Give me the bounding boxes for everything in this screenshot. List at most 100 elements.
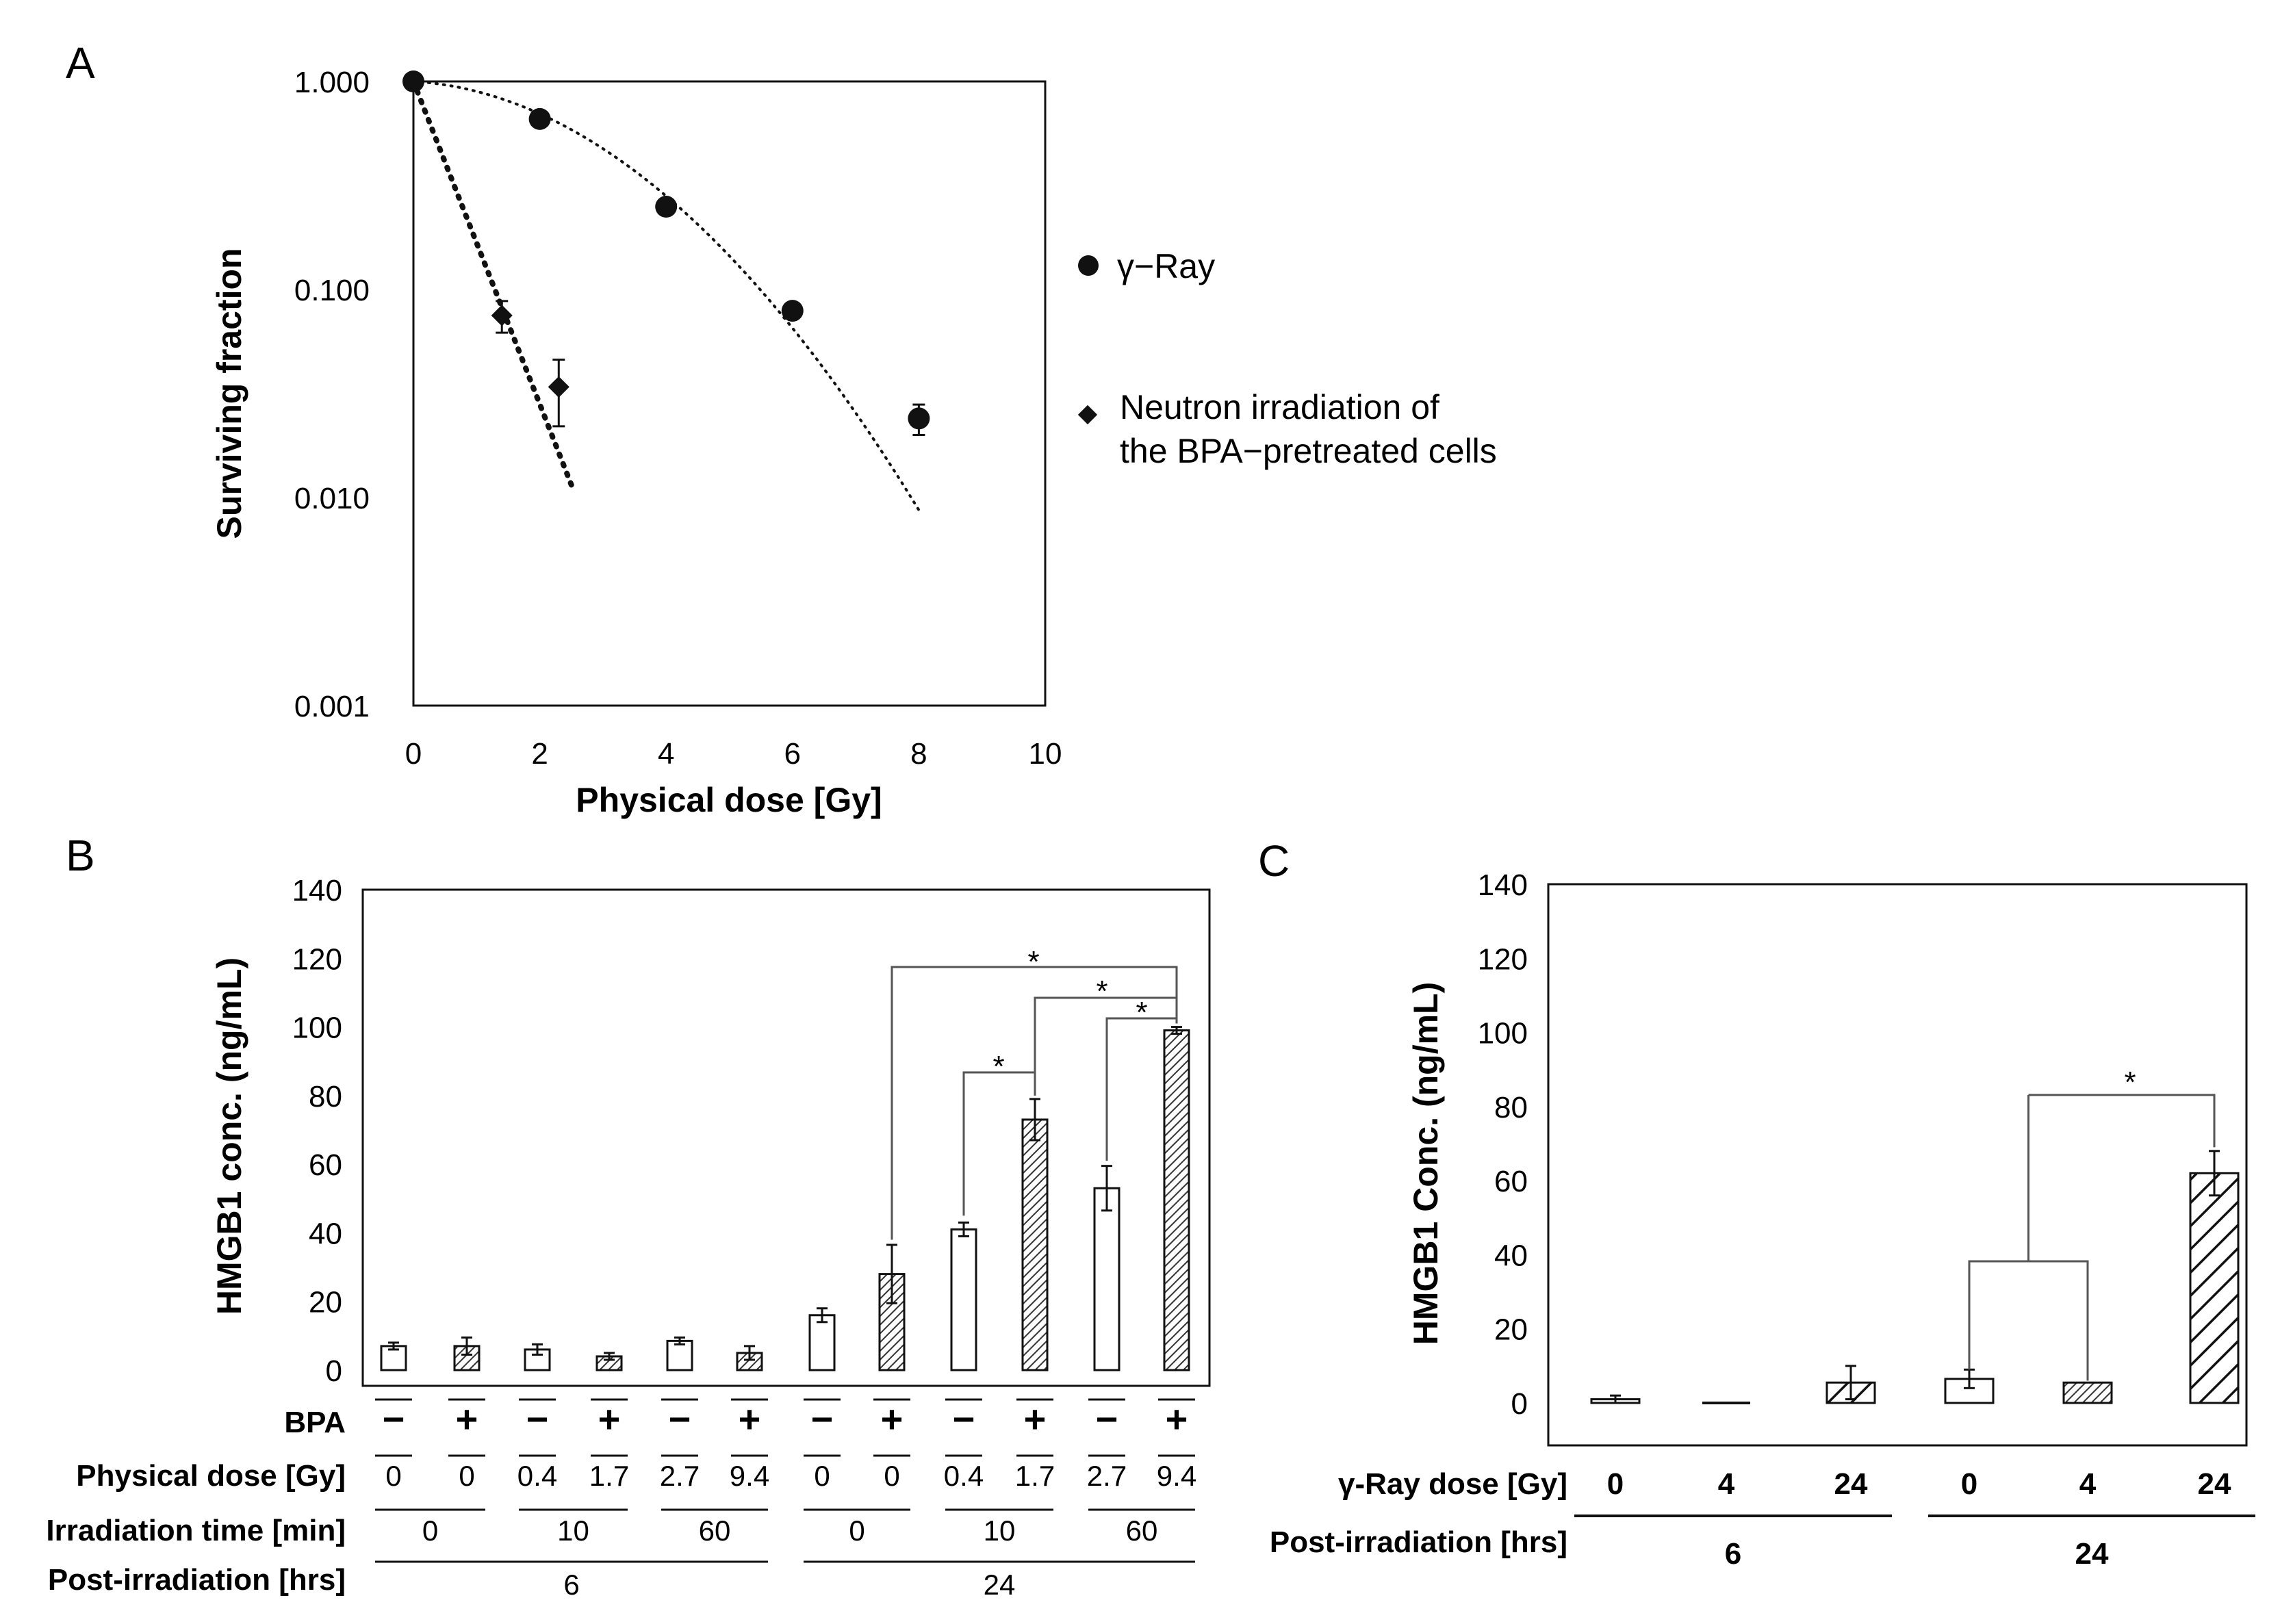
bar (878, 1273, 906, 1371)
chart-b-ytick-label: 100 (292, 1011, 342, 1045)
bpa-sign: + (1024, 1397, 1047, 1441)
chart-b-ytick-label: 20 (309, 1286, 342, 1319)
chart-a-xtick-label: 0 (405, 737, 422, 771)
chart-a-xtick-label: 2 (531, 737, 548, 771)
row-label-time: Irradiation time [min] (46, 1514, 346, 1547)
neutron-point (491, 305, 513, 326)
bar (1163, 1029, 1190, 1371)
bpa-sign: − (953, 1397, 975, 1441)
bpa-sign: + (881, 1397, 904, 1441)
row-label-dose: Physical dose [Gy] (76, 1459, 346, 1493)
irradiation-time-value: 10 (557, 1515, 589, 1547)
significance-bracket (1968, 1260, 2089, 1381)
dose-value: 1.7 (1015, 1460, 1055, 1492)
significance-bracket (962, 1071, 1036, 1216)
chart-c-ytick-label: 80 (1494, 1091, 1528, 1124)
dose-value: 9.4 (1157, 1460, 1196, 1492)
row-label-gamma-dose: γ-Ray dose [Gy] (1338, 1467, 1567, 1501)
chart-a-xtick-label: 6 (784, 737, 801, 771)
row-label-post: Post-irradiation [hrs] (1270, 1525, 1567, 1559)
gamma-point (528, 107, 551, 130)
chart-a-ytick-label: 0.100 (294, 274, 370, 307)
bpa-sign: + (739, 1397, 761, 1441)
gamma-dose-value: 24 (1834, 1467, 1868, 1501)
gamma-point (655, 196, 678, 218)
chart-c-ytick-label: 140 (1478, 868, 1528, 902)
chart-a-ytick-label: 1.000 (294, 66, 370, 99)
chart-c-ytick-label: 0 (1511, 1387, 1528, 1421)
post-irradiation-value: 24 (984, 1569, 1016, 1601)
bar (1093, 1187, 1120, 1371)
chart-c-ytick-label: 20 (1494, 1313, 1528, 1347)
chart-c-ytick-label: 40 (1494, 1239, 1528, 1272)
irradiation-time-value: 0 (422, 1515, 438, 1547)
dose-value: 0 (459, 1460, 474, 1492)
chart-b-ytick-label: 60 (309, 1148, 342, 1182)
chart-b-ytick-label: 140 (292, 874, 342, 907)
legend-neutron-marker (1077, 404, 1098, 425)
significance-star: * (1096, 975, 1107, 1008)
dose-value: 0.4 (944, 1460, 984, 1492)
gamma-point (781, 300, 804, 322)
chart-c-ytick-label: 60 (1494, 1165, 1528, 1198)
dose-value: 9.4 (730, 1460, 769, 1492)
chart-a-xlabel: Physical dose [Gy] (576, 781, 882, 819)
significance-bracket (891, 966, 1178, 1240)
irradiation-time-value: 60 (699, 1515, 731, 1547)
legend-neutron-label-1: Neutron irradiation of (1120, 388, 1439, 426)
irradiation-time-value: 10 (984, 1515, 1016, 1547)
dose-value: 0 (385, 1460, 401, 1492)
significance-star: * (2124, 1066, 2136, 1099)
bpa-sign: − (1096, 1397, 1118, 1441)
gamma-point (908, 407, 930, 430)
significance-star: * (992, 1050, 1004, 1083)
gamma-dose-value: 4 (2079, 1467, 2097, 1501)
chart-b-ytick-label: 40 (309, 1217, 342, 1250)
post-irradiation-value: 6 (563, 1569, 579, 1601)
bpa-sign: + (1166, 1397, 1188, 1441)
gamma-dose-value: 24 (2198, 1467, 2231, 1501)
bpa-sign: + (456, 1397, 478, 1441)
dose-value: 2.7 (660, 1460, 700, 1492)
bpa-sign: − (811, 1397, 834, 1441)
panel-label-c: C (1258, 836, 1290, 886)
dose-value: 0.4 (517, 1460, 557, 1492)
gamma-dose-value: 4 (1718, 1467, 1735, 1501)
row-label-bpa: BPA (284, 1406, 346, 1439)
bar (1021, 1118, 1049, 1371)
irradiation-time-value: 0 (849, 1515, 864, 1547)
significance-bracket (1105, 1017, 1178, 1161)
chart-b-ytick-label: 80 (309, 1080, 342, 1113)
row-label-post: Post-irradiation [hrs] (48, 1563, 346, 1597)
legend-neutron-label-2: the BPA−pretreated cells (1120, 432, 1497, 470)
chart-b-frame (361, 888, 1211, 1387)
neutron-fit-curve (411, 79, 574, 488)
significance-bracket (2028, 1094, 2216, 1148)
gamma-dose-value: 0 (1607, 1467, 1624, 1501)
dose-value: 2.7 (1087, 1460, 1127, 1492)
chart-b-ytick-label: 0 (326, 1354, 342, 1388)
chart-c-frame (1547, 883, 2248, 1447)
post-irradiation-value: 6 (1725, 1537, 1741, 1571)
panel-label-a: A (66, 38, 95, 88)
dose-value: 0 (814, 1460, 830, 1492)
gamma-dose-value: 0 (1961, 1467, 1977, 1501)
chart-a-xtick-label: 4 (658, 737, 674, 771)
neutron-point (548, 376, 569, 398)
chart-a-frame (412, 80, 1047, 707)
chart-a-xtick-label: 10 (1029, 737, 1062, 771)
bar (2189, 1172, 2240, 1404)
chart-c-ylabel: HMGB1 Conc. (ng/mL) (1407, 982, 1445, 1345)
post-irradiation-value: 24 (2075, 1537, 2109, 1571)
chart-c-ytick-label: 120 (1478, 942, 1528, 976)
bar (808, 1314, 836, 1371)
gamma-fit-curve (412, 80, 921, 512)
significance-star: * (1136, 996, 1147, 1029)
chart-a-xtick-label: 8 (910, 737, 927, 771)
dose-value: 0 (884, 1460, 899, 1492)
bar (2062, 1381, 2113, 1404)
chart-a-ylabel: Surviving fraction (210, 248, 248, 539)
